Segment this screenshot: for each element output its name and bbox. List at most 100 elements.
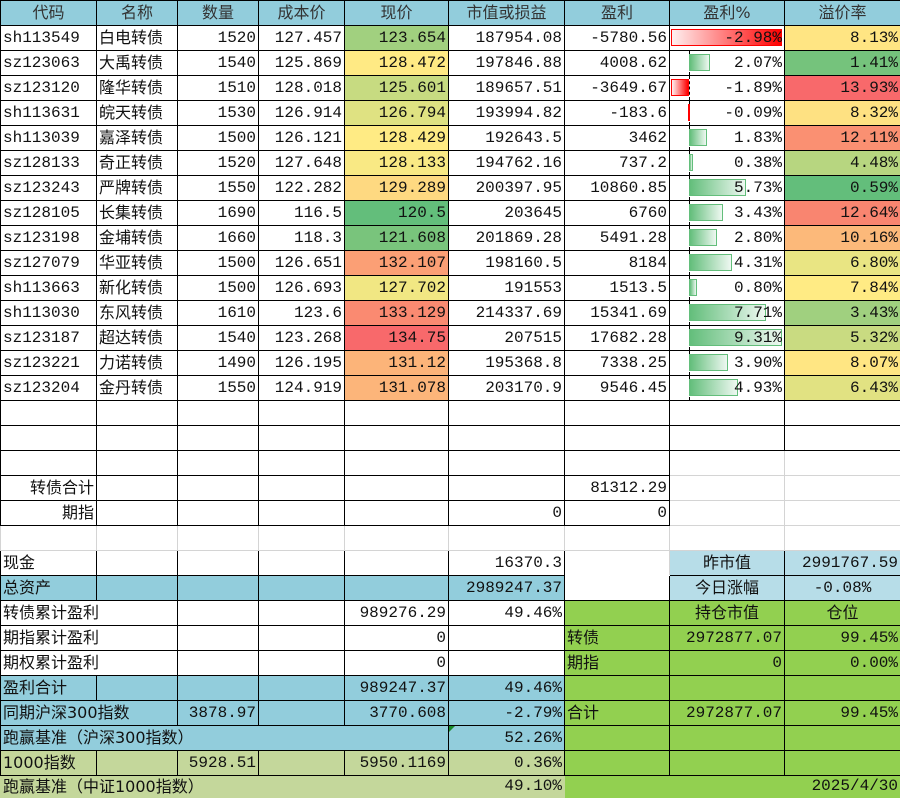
cell-profit[interactable]: 8184 <box>565 251 670 276</box>
cb-cum-pct[interactable]: 49.46% <box>449 601 565 626</box>
cell-qty[interactable]: 1610 <box>178 301 259 326</box>
header-quantity[interactable]: 数量 <box>178 1 259 26</box>
cell[interactable] <box>178 501 259 526</box>
cell-cost[interactable]: 127.457 <box>259 26 345 51</box>
cell-premium[interactable]: 1.41% <box>785 51 900 76</box>
header-market-value[interactable]: 市值或损益 <box>449 1 565 26</box>
cell-cost[interactable]: 123.268 <box>259 326 345 351</box>
futures-profit[interactable]: 0 <box>565 501 670 526</box>
cell-profit[interactable]: 4008.62 <box>565 51 670 76</box>
cell-value[interactable]: 194762.16 <box>449 151 565 176</box>
cell[interactable] <box>178 526 259 551</box>
cell[interactable] <box>1 401 97 426</box>
cell[interactable] <box>785 476 900 501</box>
futures-value[interactable]: 0 <box>449 501 565 526</box>
cell[interactable] <box>178 451 259 476</box>
cell-premium[interactable]: 3.43% <box>785 301 900 326</box>
cell-code[interactable]: sh113039 <box>1 126 97 151</box>
csi1000-start[interactable]: 5928.51 <box>178 751 259 776</box>
cell-name[interactable]: 超达转债 <box>97 326 178 351</box>
cell-value[interactable]: 203645 <box>449 201 565 226</box>
cell-premium[interactable]: 5.32% <box>785 326 900 351</box>
cell-qty[interactable]: 1530 <box>178 101 259 126</box>
cell[interactable] <box>97 476 178 501</box>
cell[interactable] <box>259 576 345 601</box>
cell[interactable] <box>97 401 178 426</box>
cell[interactable] <box>345 476 449 501</box>
cell-name[interactable]: 新化转债 <box>97 276 178 301</box>
cell-cost[interactable]: 123.6 <box>259 301 345 326</box>
cell-name[interactable]: 皖天转债 <box>97 101 178 126</box>
cell-value[interactable]: 189657.51 <box>449 76 565 101</box>
cell-premium[interactable]: 10.16% <box>785 226 900 251</box>
header-code[interactable]: 代码 <box>1 1 97 26</box>
cell-value[interactable]: 192643.5 <box>449 126 565 151</box>
cell[interactable] <box>259 401 345 426</box>
cell[interactable] <box>97 501 178 526</box>
cell[interactable] <box>259 551 345 576</box>
cell[interactable] <box>785 751 900 776</box>
cell[interactable] <box>785 676 900 701</box>
cell[interactable] <box>565 726 670 751</box>
cell-qty[interactable]: 1490 <box>178 351 259 376</box>
cell-pct[interactable]: 1.83% <box>670 126 785 151</box>
cell-code[interactable]: sz123120 <box>1 76 97 101</box>
cell[interactable] <box>785 726 900 751</box>
cell-name[interactable]: 大禹转债 <box>97 51 178 76</box>
cell[interactable] <box>670 401 785 426</box>
cell-pct[interactable]: 0.80% <box>670 276 785 301</box>
csi1000-label[interactable]: 1000指数 <box>1 751 97 776</box>
beat-hs300-label[interactable]: 跑赢基准（沪深300指数） <box>1 726 449 751</box>
header-cost[interactable]: 成本价 <box>259 1 345 26</box>
cell-qty[interactable]: 1550 <box>178 176 259 201</box>
cell[interactable] <box>1 451 97 476</box>
beat-csi1000-label[interactable]: 跑赢基准（中证1000指数） <box>1 776 449 798</box>
cell-name[interactable]: 华亚转债 <box>97 251 178 276</box>
cell-pct[interactable]: 3.43% <box>670 201 785 226</box>
cell-premium[interactable]: 8.13% <box>785 26 900 51</box>
cell[interactable] <box>178 651 259 676</box>
cell[interactable] <box>449 651 565 676</box>
cell[interactable] <box>565 751 670 776</box>
cell[interactable] <box>178 676 259 701</box>
cell-qty[interactable]: 1510 <box>178 76 259 101</box>
today-change[interactable]: -0.08% <box>785 576 900 601</box>
cell-premium[interactable]: 12.11% <box>785 126 900 151</box>
futures-label[interactable]: 期指 <box>1 501 97 526</box>
beat-csi1000-pct[interactable]: 49.10% <box>449 776 565 798</box>
cell[interactable] <box>178 426 259 451</box>
cell-value[interactable]: 195368.8 <box>449 351 565 376</box>
csi1000-pct[interactable]: 0.36% <box>449 751 565 776</box>
cell[interactable] <box>345 401 449 426</box>
cell-value[interactable]: 198160.5 <box>449 251 565 276</box>
cell[interactable] <box>259 426 345 451</box>
cell[interactable] <box>259 501 345 526</box>
prev-value-label[interactable]: 昨市值 <box>670 551 785 576</box>
profit-total-pct[interactable]: 49.46% <box>449 676 565 701</box>
cell-premium[interactable]: 7.84% <box>785 276 900 301</box>
cell-pct[interactable]: 9.31% <box>670 326 785 351</box>
cell-price[interactable]: 134.75 <box>345 326 449 351</box>
cell-code[interactable]: sz123221 <box>1 351 97 376</box>
cell-name[interactable]: 金埔转债 <box>97 226 178 251</box>
cell-cost[interactable]: 125.869 <box>259 51 345 76</box>
fut-position-label[interactable]: 期指 <box>565 651 670 676</box>
cell[interactable] <box>565 576 670 601</box>
today-change-label[interactable]: 今日涨幅 <box>670 576 785 601</box>
cell[interactable] <box>259 476 345 501</box>
cell-pct[interactable]: 2.80% <box>670 226 785 251</box>
cell-premium[interactable]: 6.80% <box>785 251 900 276</box>
cb-cum-label[interactable]: 转债累计盈利 <box>1 601 178 626</box>
cell-qty[interactable]: 1520 <box>178 26 259 51</box>
cell[interactable] <box>178 626 259 651</box>
cell-price[interactable]: 128.133 <box>345 151 449 176</box>
cell[interactable] <box>670 476 785 501</box>
cell-code[interactable]: sh113549 <box>1 26 97 51</box>
cell-price[interactable]: 126.794 <box>345 101 449 126</box>
cell-price[interactable]: 129.289 <box>345 176 449 201</box>
cell[interactable] <box>449 476 565 501</box>
opt-cum-label[interactable]: 期权累计盈利 <box>1 651 178 676</box>
cell-profit[interactable]: 5491.28 <box>565 226 670 251</box>
cell[interactable] <box>97 526 178 551</box>
cell-cost[interactable]: 128.018 <box>259 76 345 101</box>
